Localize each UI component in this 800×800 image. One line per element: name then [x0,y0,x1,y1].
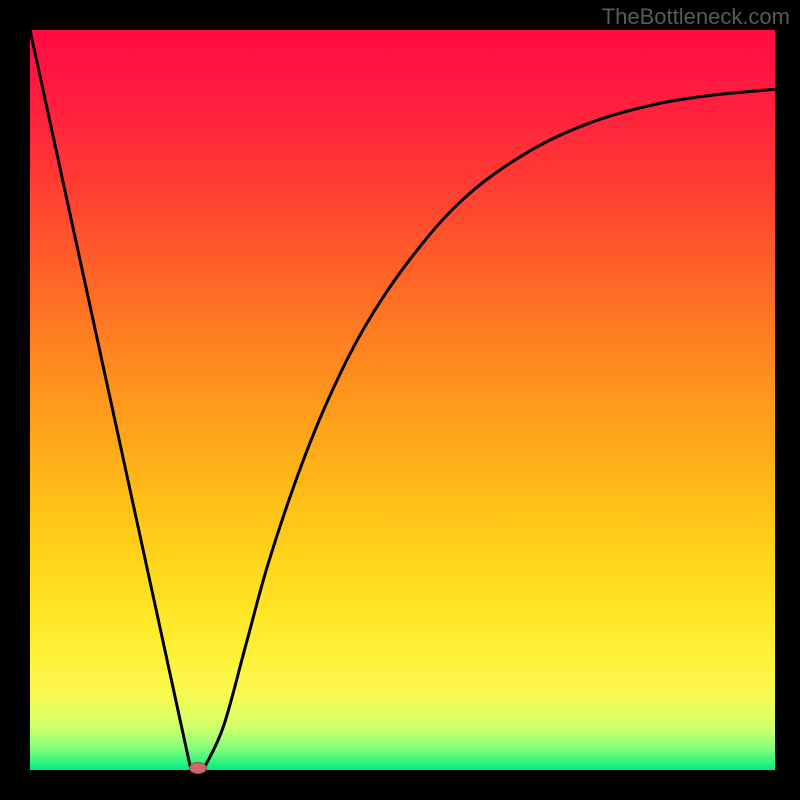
watermark-text: TheBottleneck.com [602,4,790,30]
chart-container: TheBottleneck.com [0,0,800,800]
plot-area [30,30,775,770]
optimal-point-marker [189,762,207,774]
bottleneck-curve [30,30,775,770]
